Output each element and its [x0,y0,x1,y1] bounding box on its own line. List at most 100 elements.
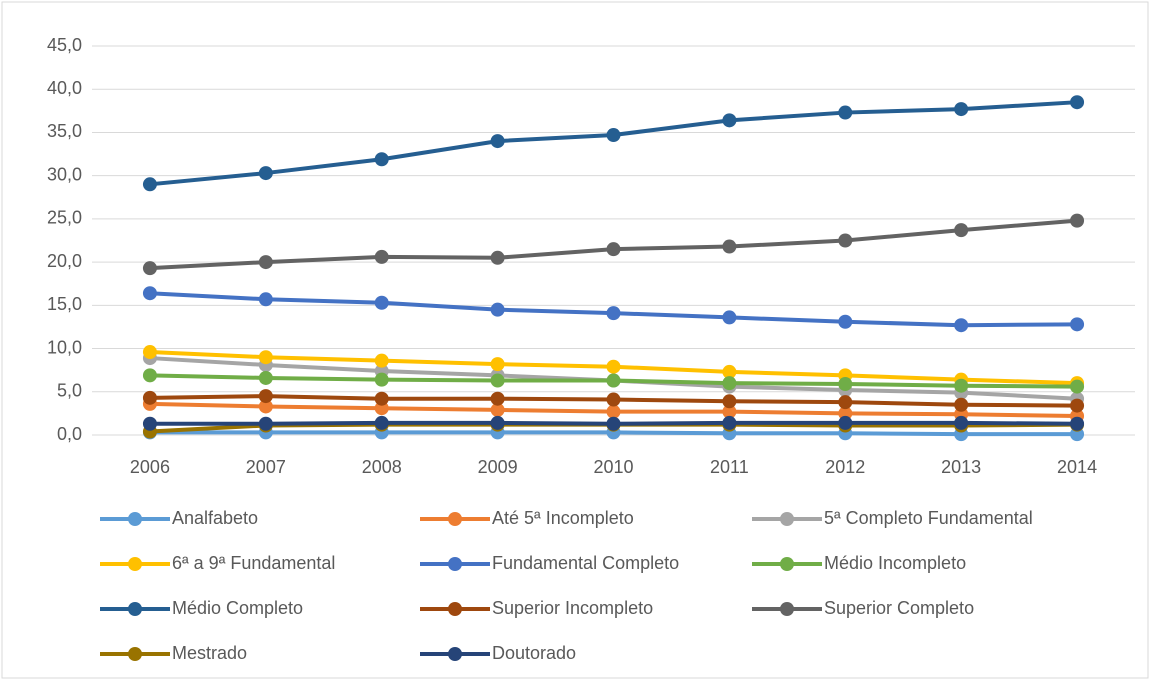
data-point [142,345,157,360]
legend-label: 5ª Completo Fundamental [824,508,1033,528]
data-point [838,415,853,430]
x-tick-label: 2014 [1057,457,1097,477]
data-point [722,310,737,325]
x-tick-label: 2008 [362,457,402,477]
legend-marker [128,557,142,571]
data-point [490,302,505,317]
data-point [490,357,505,372]
x-tick-label: 2013 [941,457,981,477]
data-point [722,394,737,409]
data-point [1070,95,1085,110]
data-point [142,261,157,276]
data-point [490,415,505,430]
data-point [258,370,273,385]
data-point [374,415,389,430]
data-point [722,113,737,128]
legend-label: Superior Incompleto [492,598,653,618]
legend-marker [128,512,142,526]
legend-label: Fundamental Completo [492,553,679,573]
data-point [606,306,621,321]
data-point [374,295,389,310]
legend-label: Analfabeto [172,508,258,528]
y-tick-label: 5,0 [57,381,82,401]
data-point [258,399,273,414]
data-point [722,239,737,254]
data-point [954,102,969,117]
data-point [606,404,621,419]
data-point [258,292,273,307]
data-point [722,415,737,430]
data-point [606,359,621,374]
data-point [606,392,621,407]
legend-marker [448,512,462,526]
y-tick-label: 10,0 [47,337,82,357]
data-point [142,368,157,383]
legend-marker [780,557,794,571]
data-point [490,373,505,388]
legend-marker [448,557,462,571]
data-point [954,318,969,333]
data-point [722,404,737,419]
data-point [606,373,621,388]
legend-label: Médio Completo [172,598,303,618]
legend-label: Até 5ª Incompleto [492,508,634,528]
x-tick-label: 2006 [130,457,170,477]
y-tick-label: 25,0 [47,208,82,228]
legend-label: Mestrado [172,643,247,663]
data-point [142,177,157,192]
data-point [606,416,621,431]
data-point [1070,416,1085,431]
data-point [1070,317,1085,332]
x-tick-label: 2011 [710,457,749,477]
data-point [490,250,505,265]
data-point [954,378,969,393]
y-tick-label: 30,0 [47,164,82,184]
data-point [1070,379,1085,394]
legend-label: Doutorado [492,643,576,663]
data-point [838,233,853,248]
y-tick-label: 40,0 [47,78,82,98]
y-tick-label: 45,0 [47,35,82,55]
data-point [258,255,273,270]
y-tick-label: 35,0 [47,121,82,141]
y-tick-label: 0,0 [57,424,82,444]
legend-label: Médio Incompleto [824,553,966,573]
x-tick-label: 2007 [246,457,286,477]
x-tick-label: 2010 [593,457,633,477]
data-point [142,286,157,301]
data-point [606,242,621,257]
data-point [490,402,505,417]
data-point [258,166,273,181]
legend-marker [780,512,794,526]
data-point [374,391,389,406]
data-point [142,416,157,431]
y-tick-label: 15,0 [47,294,82,314]
y-tick-label: 20,0 [47,251,82,271]
data-point [142,390,157,405]
data-point [954,223,969,238]
x-tick-label: 2009 [478,457,518,477]
data-point [490,134,505,149]
data-point [722,364,737,379]
data-point [1070,213,1085,228]
data-point [374,249,389,264]
data-point [258,389,273,404]
data-point [838,395,853,410]
legend-marker [448,647,462,661]
data-point [838,105,853,120]
data-point [954,415,969,430]
data-point [374,372,389,387]
legend-label: 6ª a 9ª Fundamental [172,553,335,573]
data-point [722,376,737,391]
data-point [258,350,273,365]
legend-label: Superior Completo [824,598,974,618]
data-point [838,376,853,391]
data-point [374,353,389,368]
legend-marker [780,602,794,616]
data-point [1070,398,1085,413]
data-point [838,314,853,329]
x-tick-label: 2012 [825,457,865,477]
data-point [374,152,389,167]
